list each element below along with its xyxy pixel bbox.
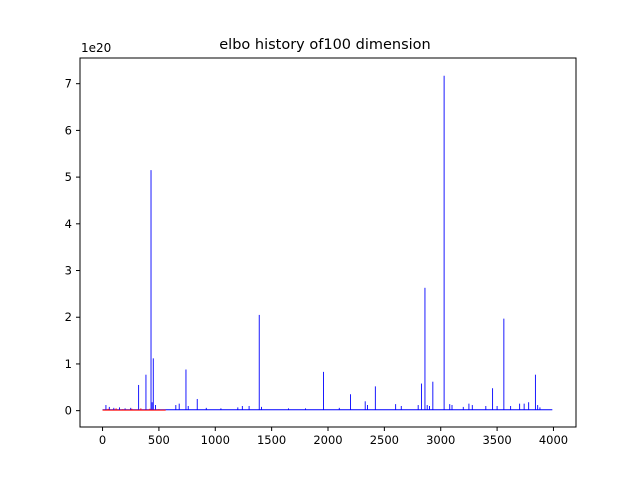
y-axis-offset-label: 1e20 <box>81 41 111 55</box>
y-axis-ticks: 0 1 2 3 4 5 6 7 <box>65 77 80 418</box>
y-tick-label: 0 <box>65 404 72 418</box>
chart-title: elbo history of100 dimension <box>219 37 431 53</box>
x-tick-label: 4000 <box>539 433 568 447</box>
x-tick-label: 3000 <box>426 433 455 447</box>
x-tick-label: 3500 <box>482 433 511 447</box>
x-tick-label: 1500 <box>257 433 286 447</box>
x-tick-label: 0 <box>99 433 106 447</box>
y-tick-label: 6 <box>65 123 72 137</box>
x-tick-label: 2500 <box>370 433 399 447</box>
y-tick-label: 7 <box>65 77 72 91</box>
y-tick-label: 1 <box>65 357 72 371</box>
plot-area-frame <box>79 57 577 428</box>
x-tick-label: 2000 <box>313 433 342 447</box>
y-tick-label: 5 <box>65 170 72 184</box>
x-tick-label: 500 <box>148 433 170 447</box>
plot-series-layer <box>102 75 553 411</box>
x-tick-label: 1000 <box>201 433 230 447</box>
x-axis-ticks: 0 500 1000 1500 2000 2500 3000 3500 4000 <box>99 427 568 447</box>
y-tick-label: 2 <box>65 310 72 324</box>
y-tick-label: 4 <box>65 217 72 231</box>
y-tick-label: 3 <box>65 264 72 278</box>
